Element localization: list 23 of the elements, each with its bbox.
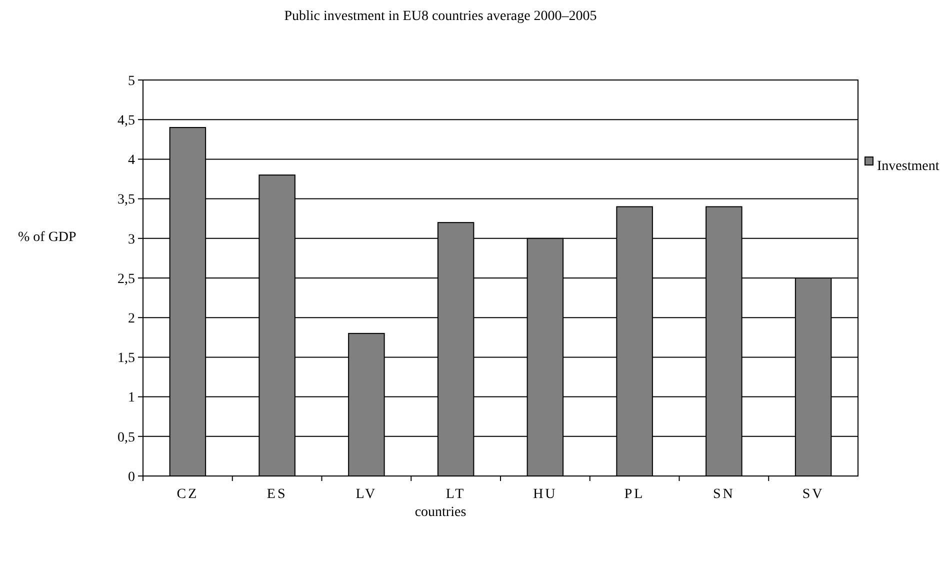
y-tick-label: 5 bbox=[128, 74, 135, 89]
x-tick-label: PL bbox=[624, 487, 645, 502]
y-tick-label: 2,5 bbox=[118, 272, 135, 287]
x-tick-label: SN bbox=[712, 487, 735, 502]
x-tick-label: CZ bbox=[176, 487, 199, 502]
y-axis-title: % of GDP bbox=[18, 230, 77, 245]
x-tick-label: HU bbox=[533, 487, 558, 502]
y-tick-label: 0 bbox=[128, 470, 135, 485]
y-tick-label: 2 bbox=[128, 312, 135, 326]
y-tick-label: 0,5 bbox=[118, 430, 135, 446]
y-tick-label: 1 bbox=[128, 390, 135, 406]
y-tick-label: 4 bbox=[128, 153, 135, 168]
y-tick-label: 3 bbox=[128, 232, 135, 248]
x-tick-label: LV bbox=[356, 487, 378, 502]
x-axis-title: countries bbox=[414, 505, 466, 520]
x-tick-label: ES bbox=[266, 487, 288, 502]
chart-title: Public investment in EU8 countries average 2000–2005 bbox=[284, 9, 597, 24]
x-tick-label: LT bbox=[446, 487, 466, 502]
x-tick-label: SV bbox=[802, 487, 824, 502]
y-tick-label: 4,5 bbox=[118, 114, 135, 128]
legend-label: Investment bbox=[877, 158, 940, 174]
y-tick-label: 1,5 bbox=[118, 351, 135, 366]
y-tick-label: 3,5 bbox=[118, 192, 135, 208]
